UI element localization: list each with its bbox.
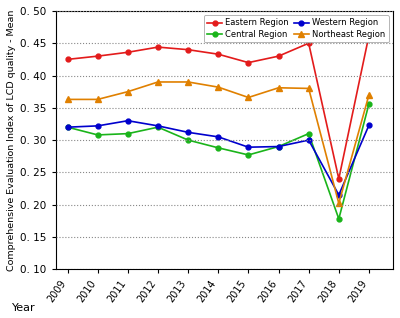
Eastern Region bbox=[246, 61, 251, 65]
Eastern Region bbox=[156, 45, 160, 49]
Western Region bbox=[95, 124, 100, 128]
Line: Northeast Region: Northeast Region bbox=[64, 79, 372, 206]
Northeast Region bbox=[336, 202, 341, 205]
Western Region bbox=[65, 125, 70, 129]
Northeast Region bbox=[186, 80, 190, 84]
Northeast Region bbox=[246, 96, 251, 100]
Western Region bbox=[306, 138, 311, 142]
Western Region bbox=[126, 119, 130, 123]
Northeast Region bbox=[276, 86, 281, 90]
Northeast Region bbox=[126, 90, 130, 93]
Central Region bbox=[95, 133, 100, 137]
Western Region bbox=[336, 193, 341, 197]
Line: Central Region: Central Region bbox=[65, 101, 371, 221]
Western Region bbox=[246, 145, 251, 149]
Eastern Region bbox=[306, 41, 311, 45]
Northeast Region bbox=[156, 80, 160, 84]
Western Region bbox=[156, 124, 160, 128]
Eastern Region bbox=[65, 58, 70, 61]
Eastern Region bbox=[186, 48, 190, 52]
Eastern Region bbox=[366, 34, 371, 38]
Western Region bbox=[276, 145, 281, 149]
Central Region bbox=[126, 132, 130, 135]
Central Region bbox=[366, 102, 371, 106]
Northeast Region bbox=[95, 98, 100, 101]
Eastern Region bbox=[95, 54, 100, 58]
Central Region bbox=[276, 145, 281, 149]
Text: Year: Year bbox=[12, 303, 35, 313]
Central Region bbox=[65, 125, 70, 129]
Central Region bbox=[336, 217, 341, 221]
Legend: Eastern Region, Central Region, Western Region, Northeast Region: Eastern Region, Central Region, Western … bbox=[204, 15, 389, 42]
Central Region bbox=[306, 132, 311, 135]
Western Region bbox=[186, 130, 190, 134]
Central Region bbox=[216, 146, 221, 150]
Eastern Region bbox=[336, 177, 341, 181]
Line: Western Region: Western Region bbox=[65, 118, 371, 197]
Western Region bbox=[216, 135, 221, 139]
Northeast Region bbox=[366, 93, 371, 97]
Eastern Region bbox=[276, 54, 281, 58]
Northeast Region bbox=[216, 85, 221, 89]
Northeast Region bbox=[65, 98, 70, 101]
Y-axis label: Comprehensive Evaluation Index of LCD quality - Mean: Comprehensive Evaluation Index of LCD qu… bbox=[7, 10, 16, 271]
Western Region bbox=[366, 123, 371, 127]
Central Region bbox=[186, 138, 190, 142]
Northeast Region bbox=[306, 86, 311, 90]
Central Region bbox=[246, 153, 251, 157]
Central Region bbox=[156, 125, 160, 129]
Eastern Region bbox=[126, 50, 130, 54]
Line: Eastern Region: Eastern Region bbox=[65, 33, 371, 181]
Eastern Region bbox=[216, 52, 221, 56]
